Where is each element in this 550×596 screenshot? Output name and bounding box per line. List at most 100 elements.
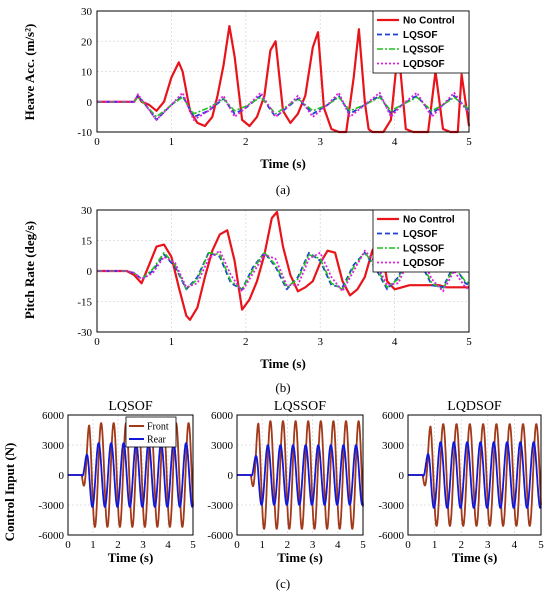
- series-lqssof: [97, 96, 470, 118]
- panel-c-control-input: Control Input (N) 0 1 2 3 4 5-6000-3000030006…: [2, 399, 544, 591]
- series-no-control: [97, 25, 471, 134]
- subplot-frame: [407, 414, 542, 536]
- panel-a-xlabel: Time (s): [260, 156, 306, 171]
- x-tick-label: 2: [458, 539, 464, 551]
- legend-label-rear: Rear: [147, 435, 167, 446]
- y-tick-label: -6000: [378, 530, 404, 542]
- panel-b-pitch-rate: 0 1 2 3 4 5 -30 -15 0 15 30 Time (s) Pitch Rate (d…: [22, 205, 472, 395]
- y-tick-label: 15: [81, 236, 93, 248]
- y-tick-label: 0: [399, 470, 405, 482]
- y-tick-label: 10: [81, 67, 93, 79]
- legend-label-no-control: No Control: [403, 16, 455, 27]
- x-tick-label: 4: [165, 539, 171, 551]
- panel-b-caption: (b): [275, 380, 290, 395]
- y-tick-label: -3000: [38, 500, 64, 512]
- panel-a-caption: (a): [276, 182, 290, 197]
- y-tick-label: 30: [81, 205, 93, 217]
- y-tick-label: 6000: [382, 410, 405, 422]
- y-tick-label: -3000: [378, 500, 404, 512]
- legend-label-front: Front: [147, 422, 169, 433]
- x-tick-label: 3: [140, 539, 146, 551]
- x-tick-label: 4: [392, 136, 398, 148]
- x-tick-label: 3: [485, 539, 491, 551]
- x-tick-label: 5: [190, 539, 196, 551]
- legend-label-lqssof: LQSSOF: [403, 244, 444, 255]
- x-tick-label: 1: [432, 539, 438, 551]
- panel-c-ylabel: Control Input (N): [2, 443, 17, 542]
- x-tick-label: 4: [392, 336, 398, 348]
- panel-b-ylabel: Pitch Rate (deg/s): [22, 221, 37, 319]
- series-rear: [408, 441, 542, 509]
- panel-b-legend: No Control LQSOF LQSSOF LQDSOF: [372, 209, 470, 273]
- subplot-title: LQSOF: [108, 399, 153, 414]
- x-tick-label: 4: [512, 539, 518, 551]
- subplot-lqdsof: 0 1 2 3 4 5 -6000 -3000 0 3000 6000 LQDSOF Time (s): [378, 399, 544, 565]
- y-tick-label: -30: [77, 327, 92, 339]
- y-tick-label: 6000: [211, 410, 234, 422]
- subplot-xlabel: Time (s): [277, 550, 323, 565]
- x-tick-label: 4: [335, 539, 341, 551]
- legend-box: [125, 416, 177, 448]
- subplot-title: LQDSOF: [447, 399, 502, 414]
- series-front: [237, 420, 364, 530]
- x-tick-label: 2: [285, 539, 291, 551]
- x-tick-label: 2: [243, 336, 249, 348]
- y-tick-label: 0: [87, 97, 93, 109]
- y-tick-label: 0: [87, 266, 93, 278]
- series-rear: [237, 444, 364, 506]
- x-tick-label: 1: [169, 336, 175, 348]
- x-tick-label: 1: [259, 539, 265, 551]
- panel-c-caption: (c): [276, 576, 290, 591]
- series-lqdsof: [97, 91, 470, 121]
- x-tick-label: 0: [94, 136, 100, 148]
- y-tick-label: 3000: [211, 440, 234, 452]
- x-tick-label: 2: [115, 539, 121, 551]
- subplot-xlabel: Time (s): [108, 550, 154, 565]
- y-tick-label: 0: [228, 470, 234, 482]
- subplot-frame: [67, 414, 194, 536]
- x-tick-label: 5: [538, 539, 544, 551]
- subplot-lqsof: 0 1 2 3 4 5 -6000 -3000 0 3000 6000 LQSOF Time (s) Fr…: [38, 399, 196, 565]
- y-tick-label: 30: [81, 6, 93, 18]
- subplot-xlabel: Time (s): [452, 550, 498, 565]
- legend-label-no-control: No Control: [403, 215, 455, 226]
- y-tick-label: -15: [77, 297, 92, 309]
- legend-label-lqdsof: LQDSOF: [403, 258, 445, 269]
- x-tick-label: 3: [317, 136, 323, 148]
- x-tick-label: 0: [405, 539, 411, 551]
- x-tick-label: 3: [310, 539, 316, 551]
- x-tick-label: 0: [94, 336, 100, 348]
- y-tick-label: 0: [59, 470, 65, 482]
- subplot-frame: [236, 414, 364, 536]
- y-tick-label: 3000: [42, 440, 65, 452]
- x-tick-label: 0: [65, 539, 71, 551]
- x-tick-label: 3: [317, 336, 323, 348]
- x-tick-label: 5: [466, 336, 472, 348]
- series-no-control: [97, 210, 469, 321]
- subplot-title: LQSSOF: [274, 399, 326, 414]
- y-tick-label: 6000: [42, 410, 65, 422]
- y-tick-label: 3000: [382, 440, 405, 452]
- y-tick-label: 20: [81, 36, 93, 48]
- legend-label-lqdsof: LQDSOF: [403, 59, 445, 70]
- x-tick-label: 5: [466, 136, 472, 148]
- y-tick-label: -3000: [207, 500, 233, 512]
- x-tick-label: 1: [169, 136, 175, 148]
- panel-a-ylabel: Heave Acc. (m/s²): [22, 24, 37, 121]
- legend-label-lqsof: LQSOF: [403, 30, 437, 41]
- y-tick-label: -10: [77, 127, 92, 139]
- subplot-lqssof: 0 1 2 3 4 5 -6000 -3000 0 3000 6000 LQSSOF Time (s): [207, 399, 366, 565]
- x-tick-label: 2: [243, 136, 249, 148]
- panel-a-legend: No Control LQSOF LQSSOF LQDSOF: [372, 10, 470, 74]
- y-tick-label: -6000: [38, 530, 64, 542]
- y-tick-label: -6000: [207, 530, 233, 542]
- x-tick-label: 0: [234, 539, 240, 551]
- series-lqdsof: [97, 249, 470, 293]
- legend-label-lqsof: LQSOF: [403, 229, 437, 240]
- x-tick-label: 5: [360, 539, 366, 551]
- x-tick-label: 1: [90, 539, 96, 551]
- panel-b-xlabel: Time (s): [260, 356, 306, 371]
- legend-label-lqssof: LQSSOF: [403, 45, 444, 56]
